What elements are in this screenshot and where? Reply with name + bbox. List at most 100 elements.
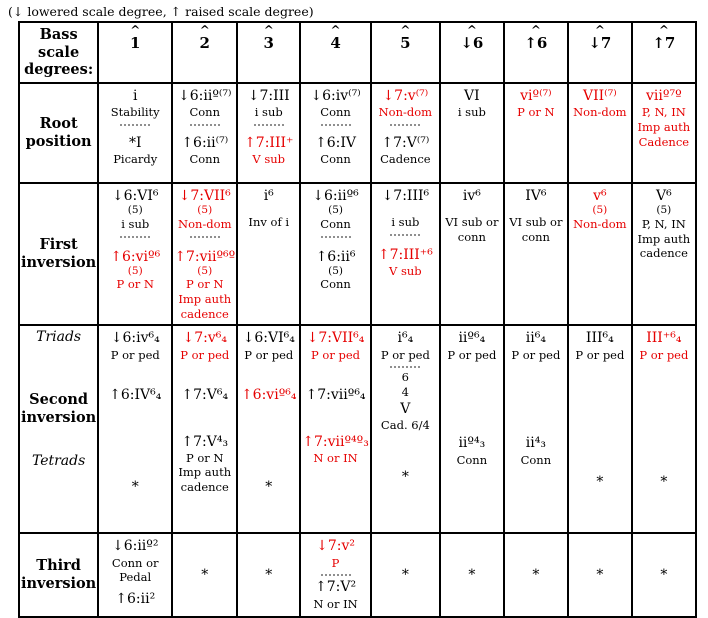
cell-third-sharp6: * [502, 532, 569, 618]
cell-line: P or ped [639, 347, 689, 362]
cell-line: ↓7:v⁶₄ [182, 330, 227, 347]
dashed-separator [390, 233, 421, 236]
spacer [506, 362, 566, 434]
cell-line: cadence [180, 306, 229, 321]
row-label-first-inversion: First inversion [17, 182, 100, 327]
cell-line: ↓6:iiº⁶ [312, 188, 359, 205]
cell-line: VI sub or [445, 215, 499, 230]
dashed-separator [253, 123, 284, 126]
degree-label: 4 [330, 34, 341, 52]
cell-line: * [265, 478, 273, 495]
spacer [302, 240, 369, 248]
cell-line: inversion [21, 409, 97, 427]
cell-line: *I [128, 134, 142, 151]
degree-label: 5 [400, 34, 411, 52]
cell-line: P or ped [511, 347, 561, 362]
degree-label: 3 [263, 34, 274, 52]
cell-line: i sub [254, 105, 283, 120]
cell-line: Inv of i [248, 215, 290, 230]
row-label-root-position: Root position [17, 82, 100, 185]
cell-line: VII⁽⁷⁾ [583, 88, 617, 105]
cell-line: P [331, 555, 340, 570]
cell-line: (5) [328, 264, 343, 277]
cell-line: Non-dom [573, 216, 627, 231]
dashed-separator [189, 235, 220, 238]
cell-line: ↓6:iv⁶₄ [110, 330, 160, 347]
cell-first-flat7: v⁶ (5) Non-dom [566, 182, 633, 327]
header-degree-flat6: ^ ↓6 [438, 20, 505, 85]
header-degree-4: ^ 4 [299, 20, 372, 85]
cell-line: Conn [456, 452, 488, 467]
spacer [442, 205, 502, 215]
cell-line: viiº⁷º [646, 88, 682, 105]
cell-root-sharp7: viiº⁷º P, N, IN Imp auth Cadence [630, 82, 697, 185]
spacer [506, 205, 566, 215]
cell-line: i⁶₄ [397, 330, 414, 347]
header-title-line2: degrees: [24, 61, 94, 79]
dashed-separator [120, 235, 151, 238]
spacer [100, 362, 170, 386]
cell-second-flat7: III⁶₄ P or ped * [566, 324, 633, 535]
degree-label: ↓7 [588, 34, 612, 52]
cell-line: * [265, 567, 273, 583]
degree-label: ↓6 [460, 34, 484, 52]
cell-line: N or IN [313, 596, 358, 611]
spacer [373, 238, 438, 246]
cell-line: * [532, 567, 540, 583]
cell-line: P or ped [447, 347, 497, 362]
cell-line: v⁶ [593, 188, 607, 205]
caret-icon: ^ [130, 23, 141, 37]
cell-line: ↑6:ii⁽⁷⁾ [181, 134, 229, 151]
cell-line: P or ped [380, 347, 430, 362]
cell-line: Cad. 6/4 [380, 417, 430, 432]
cell-line: Stability [110, 105, 160, 120]
cell-line: Conn or [111, 555, 159, 570]
header-degree-1: ^ 1 [97, 20, 174, 85]
header-title-line1: Bass scale [38, 26, 80, 61]
cell-line: ↑7:III⁺ [244, 134, 294, 151]
cell-first-deg1: ↓6:VI⁶ (5) i sub ↑6:viº⁶ (5) P or N [97, 182, 174, 327]
cell-line: i sub [391, 215, 420, 230]
cell-line: ↑6:ii⁶ [315, 248, 356, 265]
cell-line: i sub [121, 216, 150, 231]
spacer [174, 362, 235, 386]
degree-label: ↑6 [524, 34, 548, 52]
cell-root-sharp6: viº⁽⁷⁾ P or N [502, 82, 569, 185]
cell-line: i⁶ [263, 188, 274, 205]
cell-root-flat7: VII⁽⁷⁾ Non-dom [566, 82, 633, 185]
cell-line: Second [29, 390, 89, 408]
degree-label: 1 [130, 34, 141, 52]
cell-line: P or ped [575, 347, 625, 362]
cell-line: Tetrads [31, 453, 86, 470]
cell-line: V sub [389, 264, 422, 279]
cell-line: Non-dom [378, 105, 433, 120]
cell-line: * [201, 567, 209, 583]
dashed-separator [390, 366, 421, 369]
dashed-separator [189, 123, 220, 126]
cell-line: ↑7:III⁺⁶ [377, 246, 433, 263]
legend-note: (↓ lowered scale degree, ↑ raised scale … [8, 4, 314, 19]
cell-first-deg3: i⁶ Inv of i [236, 182, 302, 327]
cell-line: Cadence [638, 134, 690, 149]
caret-icon: ^ [199, 23, 210, 37]
spacer [21, 347, 96, 391]
cell-line: position [25, 133, 92, 151]
cell-first-deg5: ↓7:III⁶ i sub ↑7:III⁺⁶ V sub [369, 182, 441, 327]
cell-line: * [401, 468, 409, 485]
cell-third-sharp7: * [630, 532, 697, 618]
cell-third-deg4: ↓7:v² P ↑7:V² N or IN [299, 532, 372, 618]
cell-line: 6 [401, 370, 409, 385]
cell-line: ↑6:IV [315, 134, 357, 151]
cell-second-sharp6: ii⁶₄ P or ped ii⁴₃ Conn [502, 324, 569, 535]
cell-line: * [596, 567, 604, 583]
cell-line: Imp auth [178, 291, 232, 306]
cell-second-flat6: iiº⁶₄ P or ped iiº⁴₃ Conn [438, 324, 505, 535]
cell-line: (5) [127, 204, 143, 217]
cell-line: ii⁴₃ [525, 435, 546, 452]
cell-second-deg5: i⁶₄ P or ped 6 4 V Cad. 6/4 * [369, 324, 441, 535]
bass-scale-degree-table: Bass scale degrees: ^ 1 ^ 2 ^ 3 ^ 4 ^ 5 ^ ↓6 ^… [17, 20, 697, 618]
cell-line: Triads [36, 329, 82, 346]
cell-line: iiº⁶₄ [458, 330, 486, 347]
cell-line: ↓7:VII⁶ [178, 188, 231, 205]
cell-line: Imp auth [178, 465, 232, 480]
